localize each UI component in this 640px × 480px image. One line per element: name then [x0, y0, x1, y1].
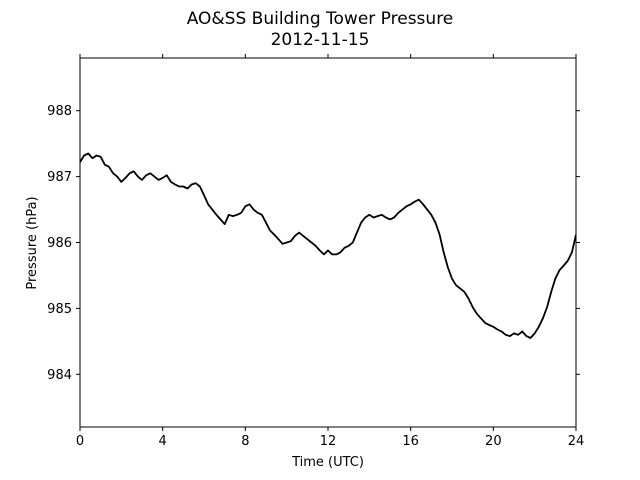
chart-title: AO&SS Building Tower Pressure	[187, 9, 454, 29]
y-tick-label: 986	[47, 236, 72, 251]
axis-ticks: 0 4 8 12 16 20 24 984 985 986 987 988	[47, 54, 584, 449]
chart-subtitle: 2012-11-15	[271, 30, 370, 50]
y-tick-label: 988	[47, 104, 72, 119]
x-tick-label: 16	[402, 434, 419, 449]
x-tick-label: 20	[485, 434, 502, 449]
y-axis-label: Pressure (hPa)	[25, 196, 40, 289]
x-tick-label: 0	[76, 434, 84, 449]
plot-frame	[79, 57, 577, 428]
x-tick-label: 12	[320, 434, 337, 449]
x-tick-label: 4	[159, 434, 167, 449]
pressure-series-line	[80, 152, 576, 339]
x-axis-label: Time (UTC)	[291, 455, 364, 470]
y-tick-label: 985	[47, 302, 72, 317]
x-tick-label: 24	[568, 434, 585, 449]
y-tick-label: 987	[47, 170, 72, 185]
y-tick-label: 984	[47, 368, 72, 383]
x-tick-label: 8	[241, 434, 249, 449]
